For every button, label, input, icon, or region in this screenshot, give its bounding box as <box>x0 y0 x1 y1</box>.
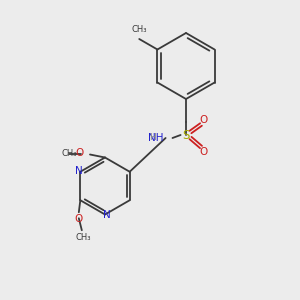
Text: CH₃: CH₃ <box>76 233 91 242</box>
Text: O: O <box>200 146 208 157</box>
Text: H: H <box>149 133 156 142</box>
Text: S: S <box>182 128 190 142</box>
Text: N: N <box>75 166 83 176</box>
Text: NH: NH <box>148 133 164 143</box>
Text: CH₃: CH₃ <box>131 26 147 34</box>
Text: O: O <box>75 214 83 224</box>
Text: CH₃: CH₃ <box>61 149 77 158</box>
Text: O: O <box>200 115 208 125</box>
Text: N: N <box>103 210 110 220</box>
Text: O: O <box>76 148 84 158</box>
